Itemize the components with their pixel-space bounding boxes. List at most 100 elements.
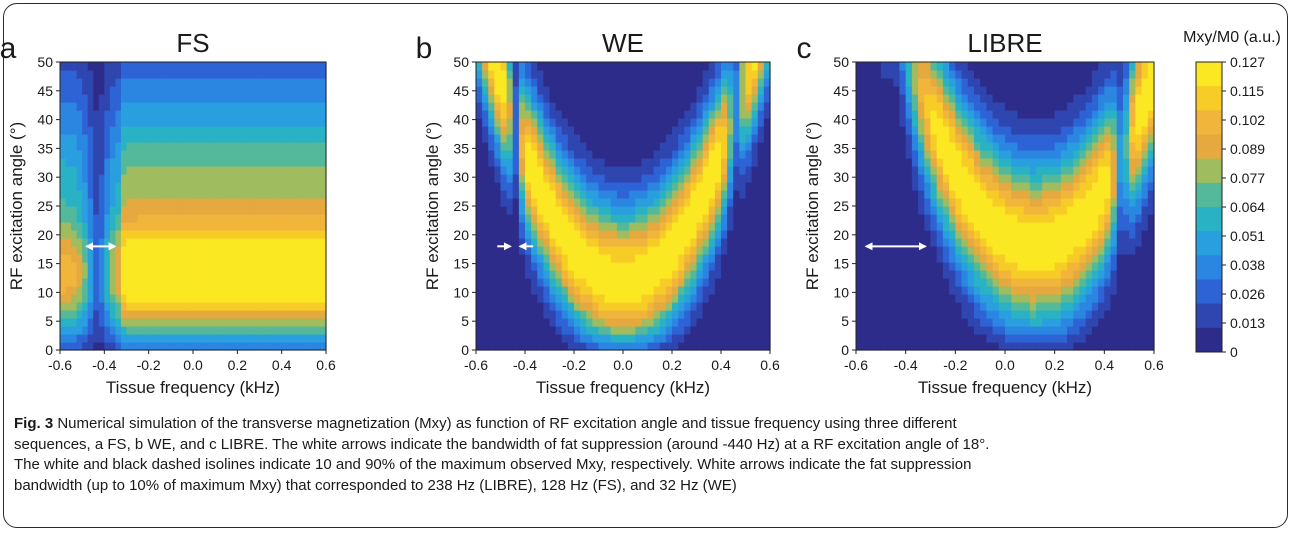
heatmap-cell — [220, 294, 227, 303]
heatmap-cell — [574, 198, 581, 207]
heatmap-cell — [476, 150, 483, 159]
heatmap-cell — [60, 278, 67, 287]
heatmap-cell — [76, 62, 83, 71]
heatmap-cell — [525, 134, 532, 143]
heatmap-cell — [641, 150, 649, 159]
heatmap-cell — [1036, 310, 1043, 319]
heatmap-cell — [739, 62, 747, 71]
heatmap-cell — [936, 118, 944, 127]
heatmap-cell — [488, 118, 495, 127]
heatmap-cell — [1067, 126, 1074, 135]
heatmap-cell — [488, 278, 495, 287]
heatmap-cell — [1073, 142, 1081, 151]
heatmap-cell — [751, 110, 759, 119]
heatmap-cell — [176, 206, 183, 215]
heatmap-cell — [1091, 134, 1099, 143]
heatmap-cell — [1023, 342, 1031, 351]
heatmap-cell — [868, 222, 876, 231]
heatmap-cell — [220, 142, 227, 151]
heatmap-cell — [104, 86, 111, 95]
heatmap-cell — [226, 158, 233, 167]
heatmap-cell — [320, 198, 327, 207]
heatmap-cell — [549, 262, 557, 271]
heatmap-cell — [1023, 126, 1031, 135]
heatmap-cell — [137, 158, 144, 167]
heatmap-cell — [187, 206, 194, 215]
heatmap-cell — [237, 302, 244, 311]
heatmap-cell — [862, 214, 870, 223]
heatmap-cell — [905, 334, 913, 343]
heatmap-cell — [955, 142, 963, 151]
heatmap-cell — [500, 302, 508, 311]
heatmap-cell — [1029, 230, 1037, 239]
heatmap-cell — [1048, 310, 1056, 319]
heatmap-cell — [120, 198, 128, 207]
heatmap-cell — [629, 262, 636, 271]
heatmap-cell — [314, 326, 322, 335]
heatmap-cell — [265, 270, 272, 279]
heatmap-cell — [104, 182, 111, 191]
heatmap-cell — [659, 334, 667, 343]
heatmap-cell — [1048, 318, 1056, 327]
heatmap-cell — [702, 286, 710, 295]
heatmap-cell — [586, 326, 593, 335]
heatmap-cell — [955, 214, 963, 223]
heatmap-cell — [276, 198, 283, 207]
heatmap-cell — [616, 94, 624, 103]
heatmap-cell — [887, 286, 894, 295]
heatmap-cell — [708, 126, 716, 135]
heatmap-cell — [137, 94, 144, 103]
heatmap-cell — [967, 62, 975, 71]
heatmap-cell — [1017, 182, 1025, 191]
heatmap-cell — [580, 126, 587, 135]
heatmap-cell — [727, 166, 734, 175]
heatmap-cell — [647, 222, 655, 231]
heatmap-cell — [159, 142, 166, 151]
heatmap-cell — [226, 294, 233, 303]
heatmap-cell — [598, 246, 606, 255]
heatmap-cell — [126, 254, 133, 263]
heatmap-cell — [165, 278, 172, 287]
y-tick-label: 35 — [37, 140, 53, 156]
heatmap-cell — [739, 214, 747, 223]
heatmap-cell — [204, 118, 211, 127]
heatmap-cell — [751, 270, 759, 279]
heatmap-cell — [1060, 334, 1068, 343]
heatmap-cell — [708, 278, 716, 287]
heatmap-cell — [635, 254, 642, 263]
heatmap-cell — [253, 190, 261, 199]
heatmap-cell — [665, 126, 673, 135]
heatmap-cell — [65, 86, 72, 95]
heatmap-cell — [148, 270, 155, 279]
heatmap-cell — [292, 158, 299, 167]
heatmap-cell — [574, 294, 581, 303]
heatmap-cell — [604, 118, 612, 127]
heatmap-cell — [109, 70, 117, 79]
heatmap-cell — [159, 318, 166, 327]
heatmap-cell — [148, 118, 155, 127]
heatmap-cell — [154, 326, 161, 335]
heatmap-cell — [930, 126, 938, 135]
heatmap-cell — [757, 142, 765, 151]
heatmap-cell — [942, 342, 950, 351]
heatmap-cell — [93, 254, 100, 263]
heatmap-cell — [93, 302, 100, 311]
heatmap-cell — [525, 62, 532, 71]
heatmap-cell — [115, 334, 122, 343]
heatmap-cell — [899, 262, 907, 271]
heatmap-cell — [1085, 230, 1093, 239]
heatmap-cells — [856, 62, 1155, 351]
heatmap-cell — [868, 118, 876, 127]
y-tick-label: 10 — [37, 284, 53, 300]
heatmap-cell — [980, 278, 987, 287]
heatmap-cell — [1098, 110, 1105, 119]
heatmap-cell — [500, 246, 508, 255]
heatmap-cell — [198, 158, 205, 167]
heatmap-cell — [181, 206, 189, 215]
heatmap-cell — [237, 334, 244, 343]
heatmap-cell — [980, 318, 987, 327]
heatmap-cell — [1054, 150, 1062, 159]
heatmap-cell — [586, 190, 593, 199]
heatmap-cell — [580, 270, 587, 279]
heatmap-cell — [109, 86, 117, 95]
